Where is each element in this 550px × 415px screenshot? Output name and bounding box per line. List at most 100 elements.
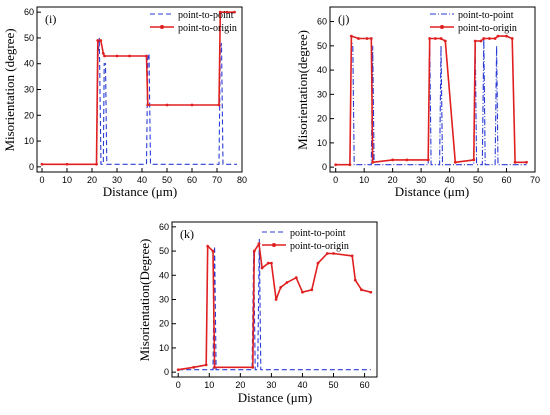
data-point	[360, 288, 363, 292]
x-tick-label: 40	[445, 175, 455, 185]
data-point	[251, 365, 255, 369]
data-point	[479, 39, 483, 43]
y-tick-label: 30	[159, 295, 169, 305]
x-tick-label: 40	[137, 175, 147, 185]
data-point	[334, 163, 338, 167]
y-tick-label: 20	[317, 114, 327, 124]
data-point	[493, 37, 497, 40]
data-point	[101, 52, 105, 55]
data-point	[428, 37, 432, 40]
data-point	[405, 158, 409, 162]
data-point	[190, 103, 194, 107]
x-tick-label: 70	[212, 175, 222, 185]
data-point	[95, 162, 98, 166]
data-point	[233, 10, 236, 14]
data-point	[371, 160, 375, 164]
data-point	[225, 10, 229, 14]
legend: point-to-point point-to-origin	[150, 10, 237, 34]
data-point	[204, 363, 208, 367]
x-tick-label: 70	[530, 175, 540, 185]
y-tick-label: 60	[159, 222, 169, 232]
data-point	[206, 244, 210, 248]
x-tick-label: 10	[204, 380, 214, 390]
data-point	[294, 276, 298, 280]
data-point	[96, 39, 100, 42]
data-point	[369, 37, 373, 40]
data-point	[505, 34, 508, 38]
data-point	[472, 158, 476, 162]
data-point	[217, 103, 221, 107]
data-point	[103, 54, 106, 58]
data-point	[301, 290, 304, 294]
y-tick-label: 50	[317, 41, 327, 51]
y-tick-label: 30	[24, 85, 34, 95]
data-point	[176, 368, 180, 372]
data-point	[332, 252, 335, 255]
data-point	[443, 39, 447, 43]
data-point	[165, 103, 169, 107]
data-point	[473, 39, 477, 43]
legend: point-to-point point-to-origin	[430, 10, 517, 34]
y-tick-label: 10	[24, 136, 34, 146]
data-point	[279, 285, 283, 289]
data-point	[525, 160, 528, 164]
data-point	[218, 10, 222, 14]
data-point	[40, 162, 44, 166]
x-axis-title: Distance (μm)	[395, 184, 469, 199]
x-tick-label: 30	[416, 175, 426, 185]
data-point	[274, 298, 278, 301]
x-axis-title: Distance (μm)	[238, 390, 312, 405]
data-point	[357, 37, 360, 40]
y-tick-label: 50	[159, 246, 169, 256]
x-tick-label: 20	[235, 380, 245, 390]
data-point	[426, 158, 430, 162]
data-point	[350, 254, 354, 258]
data-point	[439, 37, 443, 40]
data-point	[128, 54, 131, 58]
y-tick-label: 0	[29, 162, 34, 172]
series-line-point-to-origin	[178, 241, 371, 371]
panel-label: (k)	[180, 227, 194, 241]
legend-label: point-to-point	[290, 228, 346, 239]
data-point	[316, 261, 320, 265]
x-tick-label: 0	[176, 380, 181, 390]
x-tick-label: 0	[333, 175, 338, 185]
data-point	[349, 34, 353, 38]
x-tick-label: 30	[112, 175, 122, 185]
chart-panel-3: 0 10 20 30 40 50 60 0 10 20 30 40 50 60 Distance (μm) M…	[137, 221, 378, 405]
panel-label: (j)	[338, 12, 349, 26]
x-tick-label: 40	[297, 380, 307, 390]
y-tick-label: 60	[317, 17, 327, 27]
data-point	[266, 261, 270, 265]
series-line-point-to-point	[335, 38, 527, 166]
chart-panel-1: 0 10 20 30 40 50 60 70 80 0 10 20 30 40 50 60 Distance (…	[2, 6, 247, 199]
y-tick-label: 30	[317, 89, 327, 99]
data-point	[145, 54, 148, 58]
chart-panel-2: 0 10 20 30 40 50 60 70 0 10 20 30 40 50 60 Distance (μm…	[295, 6, 540, 199]
legend-label: point-to-origin	[290, 241, 349, 252]
y-tick-label: 20	[24, 110, 34, 120]
data-point	[353, 278, 357, 282]
plot-frame	[329, 6, 536, 173]
x-tick-label: 10	[62, 175, 72, 185]
y-tick-label: 50	[24, 33, 34, 43]
data-point	[482, 37, 486, 40]
x-tick-label: 50	[473, 175, 483, 185]
data-point	[252, 249, 256, 253]
x-tick-label: 50	[162, 175, 172, 185]
data-point	[348, 163, 352, 167]
legend-label: point-to-point	[178, 10, 234, 21]
y-tick-label: 20	[159, 319, 169, 329]
data-point	[325, 252, 329, 255]
data-point	[488, 37, 491, 40]
data-point	[213, 365, 216, 369]
data-point	[496, 34, 500, 38]
x-tick-label: 30	[266, 380, 276, 390]
y-tick-label: 10	[317, 138, 327, 148]
x-tick-label: 50	[329, 380, 339, 390]
x-tick-label: 60	[360, 380, 370, 390]
data-point	[391, 158, 395, 162]
legend-marker	[272, 243, 276, 247]
legend-label: point-to-origin	[178, 23, 237, 34]
